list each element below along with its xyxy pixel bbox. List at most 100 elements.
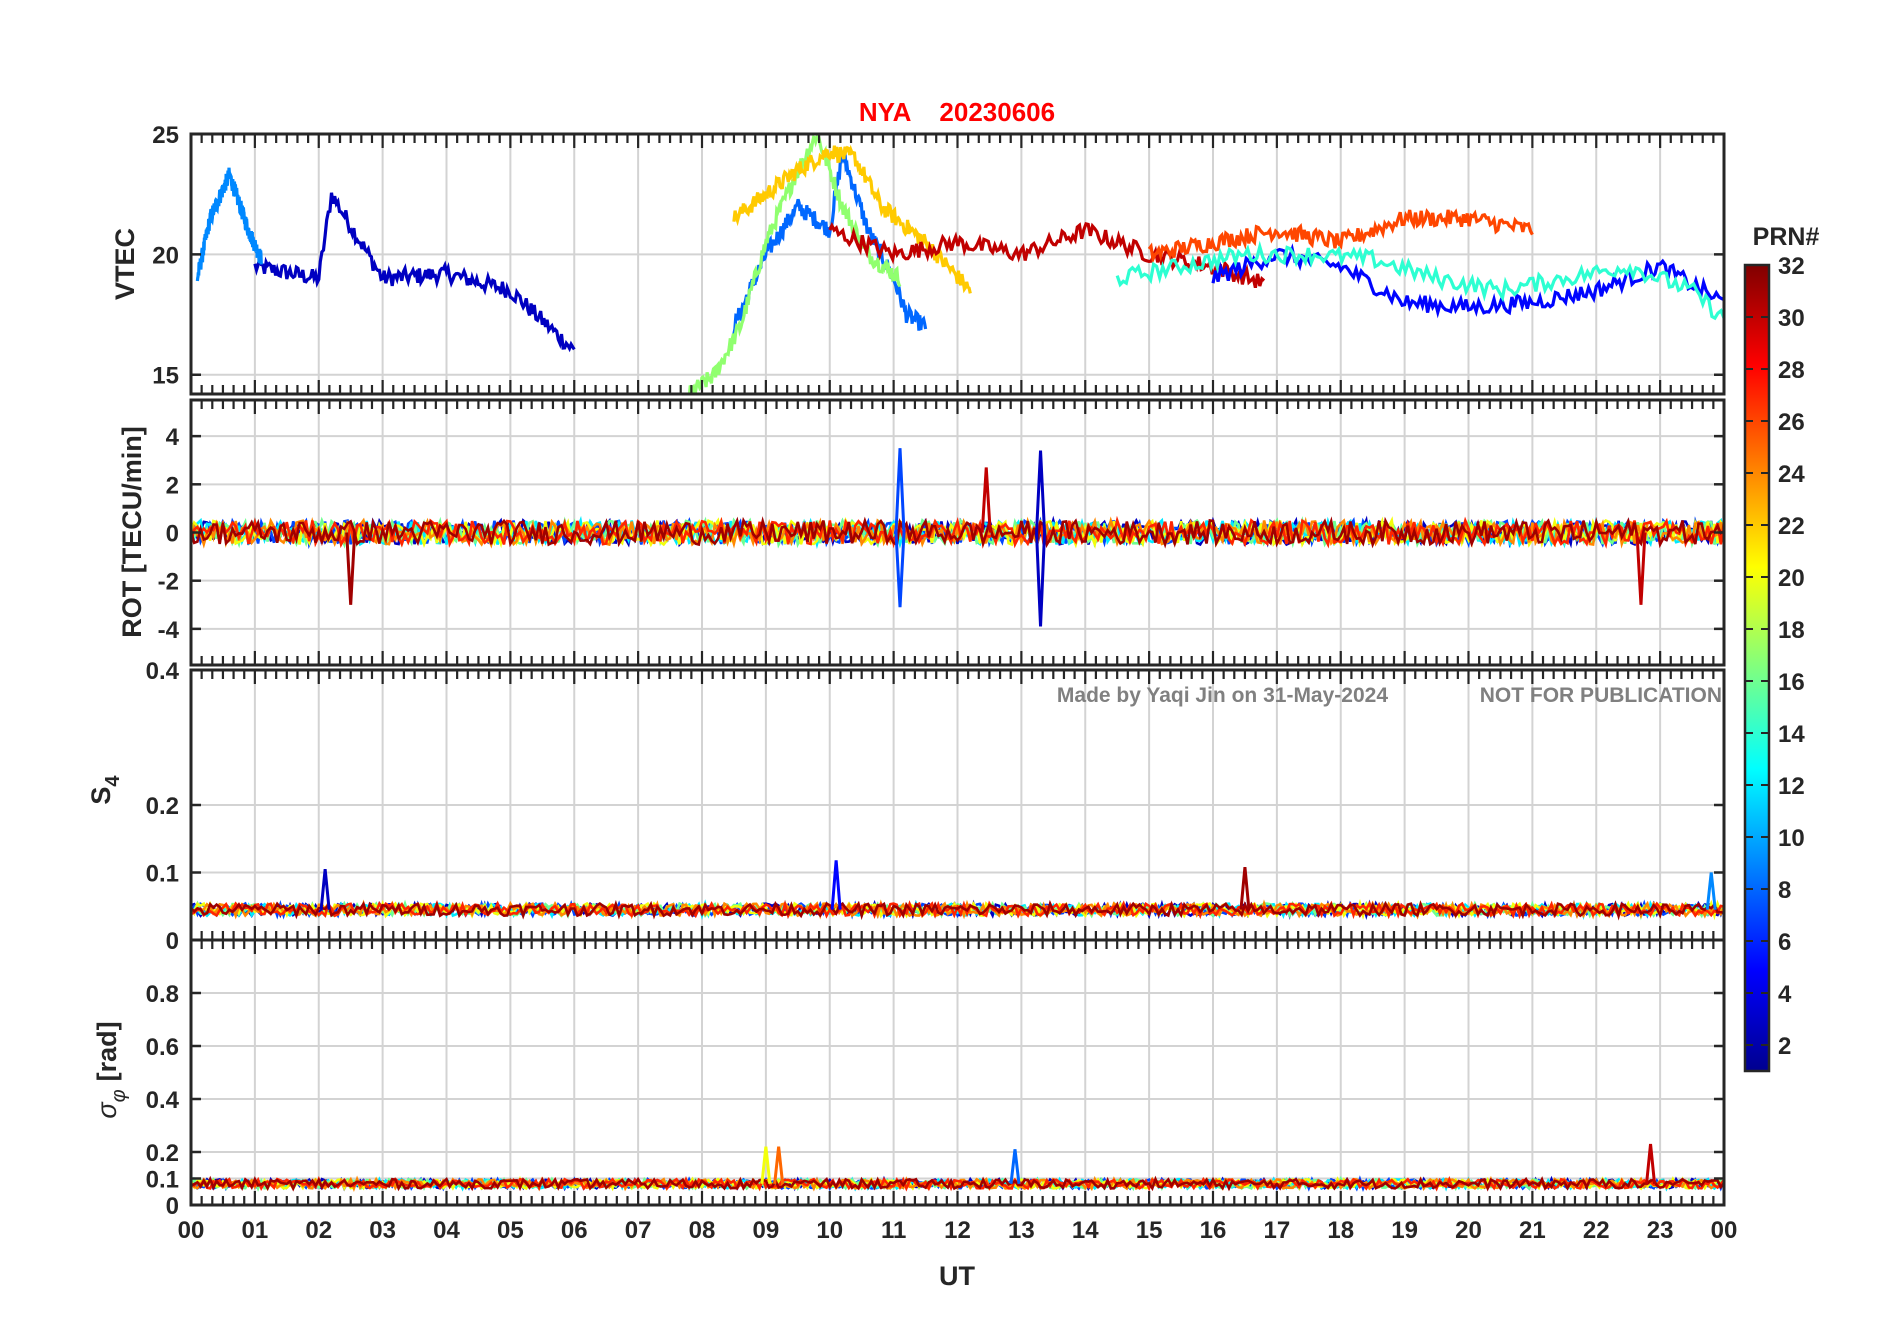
title-station: NYA	[859, 97, 912, 127]
x-tick-label: 17	[1264, 1217, 1291, 1244]
s4-spike-prn-5	[830, 860, 842, 910]
panel-s4: 0 0.1 0.2 0.4	[146, 658, 1726, 955]
panel-rot: -4 -2 0 2 4	[158, 398, 1726, 667]
rot-ytick-label: 0	[166, 521, 179, 548]
sigphi-spike-prn-20	[760, 1146, 772, 1184]
x-tick-label: 19	[1391, 1217, 1418, 1244]
sigphi-ytick-label: 0.8	[146, 981, 179, 1008]
s4-ytick-label: 0.4	[146, 658, 180, 685]
sigphi-trace-prn-27	[191, 1175, 1724, 1192]
vtec-ytick-label: 15	[152, 363, 179, 390]
rot-ytick-label: 4	[166, 424, 180, 451]
colorbar-gradient	[1743, 263, 1771, 1073]
colorbar-tick-label: 22	[1778, 513, 1805, 540]
x-tick-label: 03	[369, 1217, 396, 1244]
rot-ytick-label: -2	[158, 569, 179, 596]
rot-spike-prn-30	[1635, 532, 1647, 605]
rot-spike-prn-31	[345, 532, 357, 605]
vtec-ytick-label: 25	[152, 122, 179, 149]
colorbar-tick-label: 2	[1778, 1033, 1791, 1060]
x-tick-label: 00	[178, 1217, 205, 1244]
x-tick-label: 20	[1455, 1217, 1482, 1244]
sigphi-ytick-label: 0.1	[146, 1167, 179, 1194]
vtec-trace-prn-14	[1115, 240, 1724, 321]
colorbar-tick-label: 14	[1778, 721, 1805, 748]
sigphi-spike-prn-25	[773, 1146, 785, 1184]
colorbar-tick-label: 6	[1778, 929, 1791, 956]
s4-ylabel-main: S	[86, 787, 116, 805]
rot-trace-prn-27	[191, 515, 1724, 550]
colorbar-tick-label: 16	[1778, 669, 1805, 696]
colorbar-tick-label: 12	[1778, 773, 1805, 800]
chart-title: NYA 20230606	[859, 97, 1055, 127]
sigphi-ytick-label: 0.4	[146, 1087, 180, 1114]
vtec-trace-prn-26	[1147, 207, 1534, 265]
rot-trace-prn-31	[191, 516, 1724, 549]
x-tick-label: 15	[1136, 1217, 1163, 1244]
rot-ytick-label: 2	[166, 472, 179, 499]
x-axis-tick-labels: 00 01 02 03 04 05 06 07 08 09 10 11 12 13 14 15 16 17 18 19…	[178, 1217, 1738, 1244]
x-tick-label: 04	[433, 1217, 460, 1244]
s4-ytick-label: 0	[166, 928, 179, 955]
s4-ytick-label: 0.2	[146, 793, 179, 820]
colorbar-tick-label: 4	[1778, 981, 1792, 1008]
sigphi-ylabel: σφ [rad]	[92, 1021, 130, 1118]
sigphi-spike-prn-30	[1645, 1143, 1657, 1184]
vtec-ytick-label: 20	[152, 242, 179, 269]
panel-sigphi: 00.10.2 0.4 0.6 0.8	[146, 938, 1726, 1220]
s4-spike-prn-31	[1239, 866, 1251, 910]
colorbar-label: PRN#	[1753, 223, 1820, 251]
x-tick-label: 05	[497, 1217, 524, 1244]
s4-trace-prn-31	[191, 899, 1724, 921]
sigphi-ytick-label: 0.2	[146, 1140, 179, 1167]
sigphi-trace-prn-31	[191, 1175, 1724, 1192]
x-tick-label: 06	[561, 1217, 588, 1244]
x-tick-label: 11	[881, 1217, 906, 1244]
colorbar-tick-label: 10	[1778, 825, 1805, 852]
x-axis-label: UT	[939, 1261, 975, 1291]
sigphi-spike-prn-8	[1009, 1149, 1021, 1184]
x-tick-label: 07	[625, 1217, 652, 1244]
colorbar-tick-label: 26	[1778, 409, 1805, 436]
vtec-trace-prn-9	[195, 167, 263, 282]
x-tick-label: 09	[753, 1217, 780, 1244]
colorbar-tick-label: 8	[1778, 877, 1791, 904]
s4-spike-prn-3	[319, 868, 331, 910]
rot-spike-prn-30	[980, 467, 992, 533]
x-tick-label: 01	[242, 1217, 269, 1244]
x-tick-label: 16	[1200, 1217, 1227, 1244]
x-tick-label: 22	[1583, 1217, 1610, 1244]
x-tick-label: 18	[1327, 1217, 1354, 1244]
colorbar-tick-label: 18	[1778, 617, 1805, 644]
rot-ytick-label: -4	[158, 617, 180, 644]
sigphi-ytick-label: 0	[166, 1193, 179, 1220]
publication-notice: NOT FOR PUBLICATION	[1480, 684, 1722, 707]
rot-spike-prn-3	[1035, 532, 1047, 627]
sigphi-ylabel-main: σ	[92, 1101, 122, 1119]
s4-spike-prn-9	[1705, 872, 1717, 910]
s4-ylabel: S4	[86, 775, 124, 805]
colorbar-tick-label: 32	[1778, 253, 1805, 280]
x-tick-label: 14	[1072, 1217, 1099, 1244]
credit-annotation: Made by Yaqi Jin on 31-May-2024	[1057, 684, 1388, 707]
vtec-trace-prn-22	[732, 144, 972, 294]
panel-vtec: 15 20 25	[152, 122, 1726, 396]
sigphi-ylabel-sub: φ	[108, 1089, 130, 1102]
rot-spike-prn-3	[1035, 450, 1047, 533]
colorbar-tick-label: 30	[1778, 305, 1805, 332]
rot-spike-prn-7	[894, 448, 906, 533]
x-tick-label: 12	[944, 1217, 971, 1244]
x-tick-label: 02	[305, 1217, 332, 1244]
colorbar-tick-label: 24	[1778, 461, 1805, 488]
vtec-ylabel: VTEC	[110, 228, 140, 300]
s4-ylabel-sub: 4	[102, 775, 124, 787]
colorbar-tick-label: 20	[1778, 565, 1805, 592]
x-tick-label: 08	[689, 1217, 716, 1244]
vtec-trace-prn-3	[253, 192, 576, 353]
x-tick-label: 00	[1711, 1217, 1738, 1244]
colorbar-tick-label: 28	[1778, 357, 1805, 384]
x-tick-label: 23	[1647, 1217, 1674, 1244]
